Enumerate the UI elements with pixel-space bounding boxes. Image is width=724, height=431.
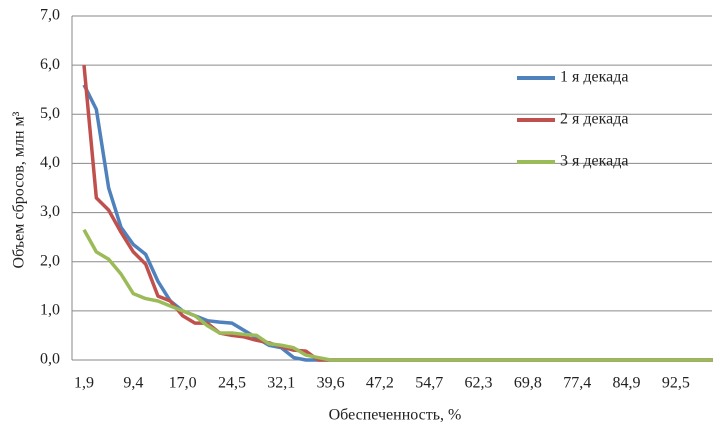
x-tick-label: 17,0 — [169, 375, 197, 392]
y-tick-label: 6,0 — [40, 56, 60, 73]
y-tick-label: 4,0 — [40, 154, 60, 171]
line — [82, 228, 713, 362]
x-axis-title: Обеспеченность, % — [329, 407, 462, 424]
y-tick-label: 2,0 — [40, 252, 60, 269]
y-tick-label: 1,0 — [40, 302, 60, 319]
x-tick-label: 47,2 — [366, 375, 394, 392]
y-tick-label: 3,0 — [40, 203, 60, 220]
y-tick-label: 0,0 — [40, 351, 60, 368]
x-tick-label: 77,4 — [563, 375, 591, 392]
y-axis-title: Объем сбросов, млн м³ — [11, 111, 28, 268]
x-tick-label: 84,9 — [613, 375, 641, 392]
x-tick-label: 1,9 — [74, 375, 94, 392]
x-tick-label: 92,5 — [662, 375, 690, 392]
legend-label: 3 я декада — [560, 153, 628, 170]
x-tick-label: 9,4 — [123, 375, 143, 392]
x-tick-label: 39,6 — [317, 375, 345, 392]
x-tick-label: 32,1 — [267, 375, 295, 392]
legend-label: 1 я декада — [560, 69, 628, 86]
x-tick-label: 62,3 — [465, 375, 493, 392]
x-tick-label: 24,5 — [218, 375, 246, 392]
y-tick-label: 7,0 — [40, 7, 60, 24]
legend-label: 2 я декада — [560, 111, 628, 128]
y-tick-label: 5,0 — [40, 105, 60, 122]
x-tick-label: 69,8 — [514, 375, 542, 392]
x-tick-label: 54,7 — [415, 375, 443, 392]
